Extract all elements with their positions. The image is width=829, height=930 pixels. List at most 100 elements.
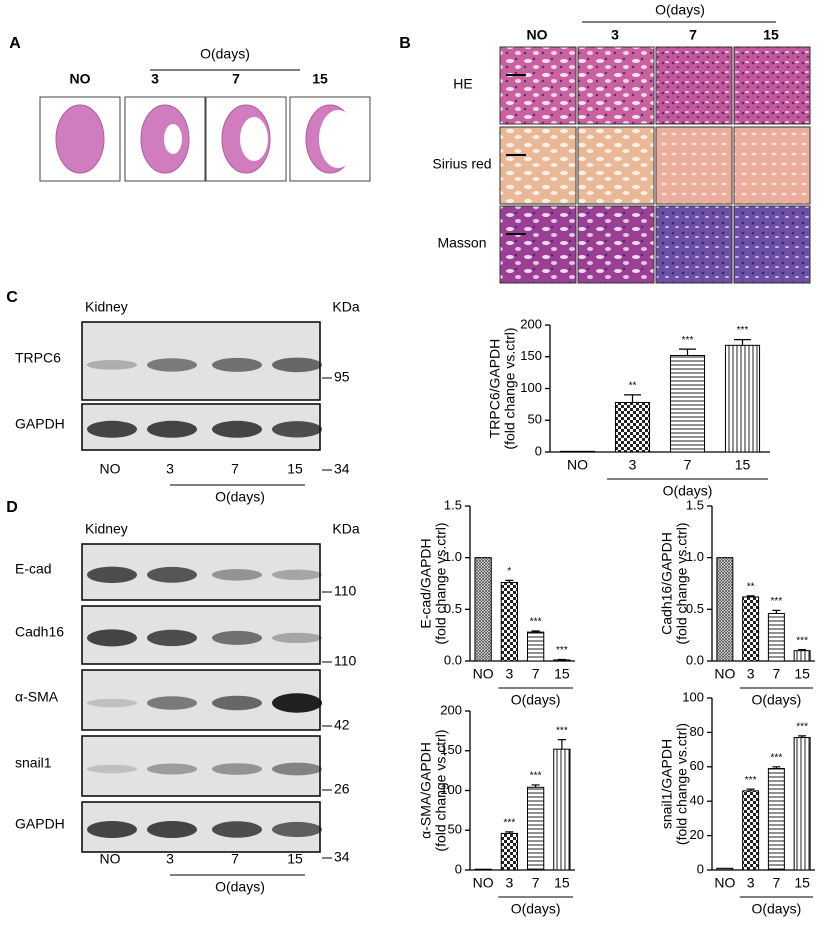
lane-label: 3 xyxy=(166,461,174,477)
group-label: O(days) xyxy=(200,46,250,62)
y-tick-label: 0 xyxy=(455,861,462,876)
condition-label: 15 xyxy=(763,27,779,43)
blot-band xyxy=(272,693,322,713)
blot-band xyxy=(212,569,262,581)
condition-label: 15 xyxy=(312,71,328,87)
blot-band xyxy=(272,569,322,580)
error-bar xyxy=(557,658,566,661)
blot-band xyxy=(147,821,197,838)
y-tick-label: 150 xyxy=(440,742,462,757)
histology-image xyxy=(577,205,655,284)
panel-label: B xyxy=(399,35,411,52)
y-tick-label: 1.0 xyxy=(444,549,462,564)
histology-image xyxy=(733,126,811,205)
bar xyxy=(553,748,571,871)
error-bar xyxy=(746,595,755,597)
error-bar xyxy=(505,831,514,834)
x-tick-label: 3 xyxy=(747,666,755,682)
blot-band xyxy=(87,360,137,370)
x-tick-label: 7 xyxy=(532,875,540,891)
x-group-label: O(days) xyxy=(751,901,801,917)
y-tick-label: 20 xyxy=(690,827,704,842)
error-bar xyxy=(772,609,781,614)
marker-label: 110 xyxy=(334,583,357,599)
blot-band xyxy=(272,632,322,644)
blot-band xyxy=(212,420,262,438)
x-group-label: O(days) xyxy=(511,901,561,917)
panel-label: A xyxy=(9,35,21,52)
marker-label: 34 xyxy=(334,461,350,477)
tissue-label: Kidney xyxy=(85,299,128,315)
blot-band xyxy=(87,629,137,647)
y-tick-label: 0.5 xyxy=(444,601,462,616)
error-bar xyxy=(531,784,540,788)
condition-label: NO xyxy=(527,27,548,43)
condition-label: 3 xyxy=(151,71,159,87)
y-tick-label: 0.0 xyxy=(686,652,704,667)
blot-band xyxy=(212,357,262,372)
blot-band xyxy=(272,421,322,438)
x-tick-label: NO xyxy=(473,666,494,682)
lane-label: NO xyxy=(100,851,121,867)
histology-image xyxy=(655,46,733,125)
blot-band xyxy=(87,821,137,838)
bar xyxy=(724,344,761,453)
condition-label: 7 xyxy=(232,71,240,87)
histology-image xyxy=(577,46,655,125)
histology-image xyxy=(733,205,811,284)
bar xyxy=(767,768,785,871)
y-axis-label: (fold change vs.ctrl) xyxy=(433,729,449,851)
x-tick-label: 3 xyxy=(505,875,513,891)
marker-label: 95 xyxy=(334,369,350,385)
bar xyxy=(742,596,760,662)
error-bar xyxy=(798,735,807,738)
condition-label: 3 xyxy=(611,27,619,43)
blot-band xyxy=(272,357,322,373)
protein-label: snail1 xyxy=(15,755,52,771)
y-tick-label: 1.5 xyxy=(444,497,462,512)
significance: *** xyxy=(745,775,757,786)
bar xyxy=(767,612,785,662)
error-bar xyxy=(772,766,781,769)
significance: *** xyxy=(682,335,694,346)
kidney xyxy=(55,104,105,174)
x-tick-label: NO xyxy=(714,875,735,891)
histology-image xyxy=(499,126,577,205)
bar xyxy=(716,867,734,871)
protein-label: Cadh16 xyxy=(15,624,64,640)
y-axis-label: E-cad/GAPDH xyxy=(418,538,434,628)
significance: *** xyxy=(556,725,568,736)
bar xyxy=(716,557,734,662)
lane-label: 7 xyxy=(231,461,239,477)
x-tick-label: 3 xyxy=(629,457,637,473)
unit-label: KDa xyxy=(332,299,359,315)
blot-band xyxy=(212,695,262,711)
x-group-label: O(days) xyxy=(511,692,561,708)
lane-label: NO xyxy=(100,461,121,477)
lane-label: 7 xyxy=(231,851,239,867)
blot-band xyxy=(87,698,137,708)
protein-label: GAPDH xyxy=(15,816,65,832)
blot-band xyxy=(272,762,322,776)
lane-label: 15 xyxy=(287,461,303,477)
error-bar xyxy=(557,739,566,750)
bar xyxy=(614,401,651,453)
y-tick-label: 40 xyxy=(690,793,704,808)
y-tick-label: 150 xyxy=(520,348,542,363)
blot-band xyxy=(87,420,137,438)
protein-label: α-SMA xyxy=(15,689,59,705)
histology-image xyxy=(499,205,577,284)
y-tick-label: 200 xyxy=(440,702,462,717)
y-tick-label: 0 xyxy=(697,861,704,876)
error-bar xyxy=(623,394,642,403)
bar xyxy=(559,450,596,453)
blot-band xyxy=(212,763,262,775)
error-bar xyxy=(505,579,514,583)
y-tick-label: 50 xyxy=(528,412,542,427)
x-tick-label: 3 xyxy=(505,666,513,682)
marker-label: 42 xyxy=(334,717,350,733)
y-tick-label: 1.5 xyxy=(686,497,704,512)
bar xyxy=(793,650,811,662)
significance: *** xyxy=(530,617,542,628)
